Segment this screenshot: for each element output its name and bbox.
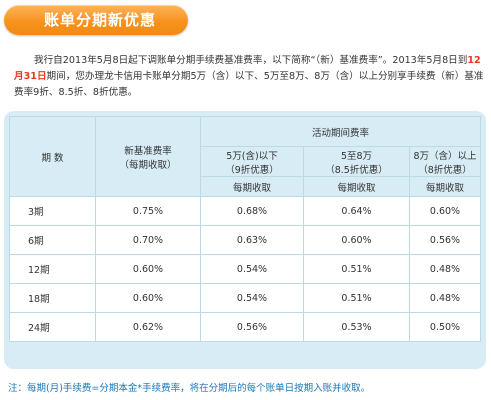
cell-base-rate: 0.60% (95, 254, 201, 284)
cell-tier-3: 0.60% (409, 196, 481, 226)
table-row: 24期 0.62% 0.56% 0.53% 0.50% (9, 312, 481, 342)
cell-period: 3期 (9, 196, 96, 226)
table-row: 12期 0.60% 0.54% 0.51% 0.48% (9, 254, 481, 284)
cell-tier-2: 0.51% (303, 254, 410, 284)
header-tier-1-sub: 每期收取 (200, 176, 304, 197)
cell-tier-3: 0.48% (409, 283, 481, 313)
header-tier-2: 5至8万 （8.5折优惠） (303, 146, 410, 177)
footnote: 注：每期(月)手续费=分期本金*手续费率，将在分期后的每个账单日按期入账并收取。 (8, 383, 371, 394)
header-activity-rate: 活动期间费率 (200, 116, 481, 147)
cell-period: 6期 (9, 225, 96, 255)
header-tier-3-sub: 每期收取 (409, 176, 481, 197)
intro-paragraph: 我行自2013年5月8日起下调账单分期手续费基准费率，以下简称“（新）基准费率”… (14, 53, 486, 101)
intro-text-2: 期间，您办理龙卡信用卡账单分期5万（含）以下、5万至8万、8万（含）以上分别享手… (14, 71, 484, 98)
cell-tier-2: 0.64% (303, 196, 410, 226)
cell-base-rate: 0.62% (95, 312, 201, 342)
cell-tier-2: 0.51% (303, 283, 410, 313)
header-base-rate: 新基准费率 （每期收取） (95, 116, 201, 197)
intro-date-highlight: 12月31日 (14, 55, 481, 82)
cell-tier-2: 0.53% (303, 312, 410, 342)
cell-period: 12期 (9, 254, 96, 284)
cell-tier-1: 0.56% (200, 312, 304, 342)
rate-table: 期 数 新基准费率 （每期收取） 活动期间费率 5万(含)以下 （9折优惠） 5… (9, 116, 481, 342)
cell-base-rate: 0.70% (95, 225, 201, 255)
cell-tier-1: 0.68% (200, 196, 304, 226)
table-row: 3期 0.75% 0.68% 0.64% 0.60% (9, 196, 481, 226)
promo-title: 账单分期新优惠 (4, 5, 188, 35)
cell-tier-1: 0.54% (200, 254, 304, 284)
cell-tier-1: 0.63% (200, 225, 304, 255)
cell-period: 18期 (9, 283, 96, 313)
cell-tier-3: 0.56% (409, 225, 481, 255)
intro-text-1: 我行自2013年5月8日起下调账单分期手续费基准费率，以下简称“（新）基准费率”… (34, 55, 468, 66)
cell-base-rate: 0.60% (95, 283, 201, 313)
header-tier-2-sub: 每期收取 (303, 176, 410, 197)
rate-table-container: 期 数 新基准费率 （每期收取） 活动期间费率 5万(含)以下 （9折优惠） 5… (4, 111, 486, 369)
cell-tier-3: 0.50% (409, 312, 481, 342)
cell-tier-2: 0.60% (303, 225, 410, 255)
header-tier-3: 8万（含）以上 （8折优惠） (409, 146, 481, 177)
cell-tier-3: 0.48% (409, 254, 481, 284)
cell-period: 24期 (9, 312, 96, 342)
cell-base-rate: 0.75% (95, 196, 201, 226)
cell-tier-1: 0.54% (200, 283, 304, 313)
header-period: 期 数 (9, 116, 96, 197)
header-tier-1: 5万(含)以下 （9折优惠） (200, 146, 304, 177)
table-row: 6期 0.70% 0.63% 0.60% 0.56% (9, 225, 481, 255)
table-row: 18期 0.60% 0.54% 0.51% 0.48% (9, 283, 481, 313)
